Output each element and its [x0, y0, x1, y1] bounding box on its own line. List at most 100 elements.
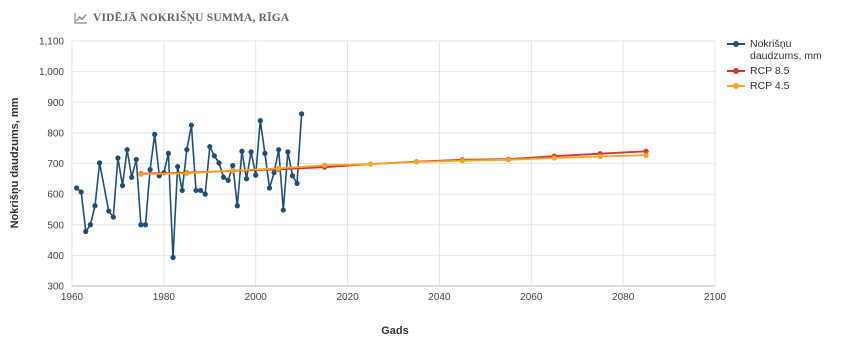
data-point [230, 163, 236, 169]
data-point [413, 159, 420, 165]
data-point [211, 153, 217, 159]
data-point [78, 189, 84, 195]
y-tick-label: 400 [47, 251, 64, 262]
x-tick-label: 2060 [520, 292, 543, 303]
y-axis-label: Nokrišņu daudzums, mm [9, 97, 21, 228]
series-0 [73, 111, 305, 261]
data-point [96, 160, 103, 166]
data-point [459, 158, 465, 164]
data-point [142, 222, 149, 228]
data-point [248, 149, 254, 155]
data-point [202, 191, 208, 197]
data-point [73, 185, 80, 191]
data-point [505, 157, 511, 163]
data-point [299, 111, 305, 117]
data-point [147, 167, 153, 173]
data-point [257, 118, 263, 124]
y-tick-label: 1,100 [39, 37, 64, 48]
y-tick-label: 800 [47, 128, 64, 139]
data-point [285, 149, 291, 155]
data-point [322, 162, 328, 168]
data-point [643, 152, 649, 158]
chart-title-text: VIDĒJĀ NOKRIŠŅU SUMMA, RĪGA [93, 12, 290, 24]
data-point [266, 185, 273, 191]
data-point [643, 148, 649, 154]
data-point [230, 167, 236, 174]
x-tick-label: 2100 [704, 292, 727, 303]
y-tick-label: 600 [47, 190, 64, 201]
data-point [289, 173, 296, 179]
data-point [106, 208, 112, 214]
series-2 [138, 152, 649, 177]
data-point [271, 170, 277, 176]
data-point [124, 147, 130, 153]
chart-title: VIDĒJĀ NOKRIŠŅU SUMMA, RĪGA [74, 9, 289, 27]
data-point [551, 155, 557, 161]
data-point [198, 187, 204, 194]
series-line [76, 113, 303, 259]
legend-label: RCP 4.5 [750, 80, 790, 92]
data-point [234, 203, 240, 209]
data-point [193, 187, 199, 194]
data-point [188, 122, 195, 128]
data-point [225, 177, 231, 183]
legend-swatch [727, 83, 745, 89]
legend-swatch [727, 41, 745, 47]
data-point [138, 222, 144, 228]
data-point [133, 156, 139, 163]
data-point [165, 150, 172, 156]
data-point [280, 207, 286, 213]
x-tick-label: 2040 [428, 292, 451, 303]
legend-item: RCP 4.5 [727, 80, 842, 92]
data-point [367, 161, 374, 167]
data-point [129, 174, 135, 180]
y-tick-label: 700 [47, 159, 64, 170]
data-point [110, 214, 116, 220]
x-tick-label: 2080 [612, 292, 635, 303]
data-point [92, 203, 98, 209]
legend-label: RCP 8.5 [750, 65, 790, 77]
data-point [239, 148, 245, 154]
data-point [138, 171, 144, 177]
x-tick-label: 2020 [336, 292, 359, 303]
legend-item: Nokrišņu daudzums, mm [727, 38, 842, 62]
series-line [140, 154, 647, 176]
x-tick-labels: 1960 1980 2000 2020 2040 2060 2080 2100 [61, 292, 727, 303]
x-axis-label: Gads [381, 325, 409, 337]
data-point [294, 180, 300, 187]
series-layer [73, 111, 649, 261]
line-chart-icon [74, 13, 87, 24]
data-point [216, 160, 222, 166]
y-tick-labels: 300 400 500 600 700 800 900 1,000 1,100 [39, 37, 64, 293]
chart-legend: Nokrišņu daudzums, mm RCP 8.5 RCP 4.5 [727, 38, 842, 95]
data-point [262, 150, 268, 156]
data-point [207, 144, 213, 150]
x-tick-label: 1980 [153, 292, 176, 303]
y-tick-label: 1,000 [39, 67, 64, 78]
data-point [184, 170, 190, 176]
data-point [184, 147, 190, 153]
data-point [170, 254, 176, 261]
y-tick-label: 900 [47, 98, 64, 109]
data-point [243, 176, 250, 182]
legend-item: RCP 8.5 [727, 65, 842, 77]
x-tick-label: 2000 [245, 292, 268, 303]
data-point [83, 228, 89, 235]
data-point [597, 153, 603, 160]
data-point [253, 172, 259, 178]
data-point [119, 182, 126, 189]
data-point [276, 165, 282, 171]
data-point [115, 155, 121, 161]
y-tick-label: 500 [47, 220, 64, 231]
data-point [152, 131, 158, 138]
y-tick-label: 300 [47, 282, 64, 293]
data-point [179, 187, 185, 194]
data-point [87, 222, 93, 228]
data-point [276, 147, 282, 153]
legend-label: Nokrišņu daudzums, mm [750, 38, 822, 62]
data-point [220, 174, 227, 180]
legend-swatch [727, 68, 745, 74]
data-point [175, 163, 181, 170]
x-tick-label: 1960 [61, 292, 84, 303]
